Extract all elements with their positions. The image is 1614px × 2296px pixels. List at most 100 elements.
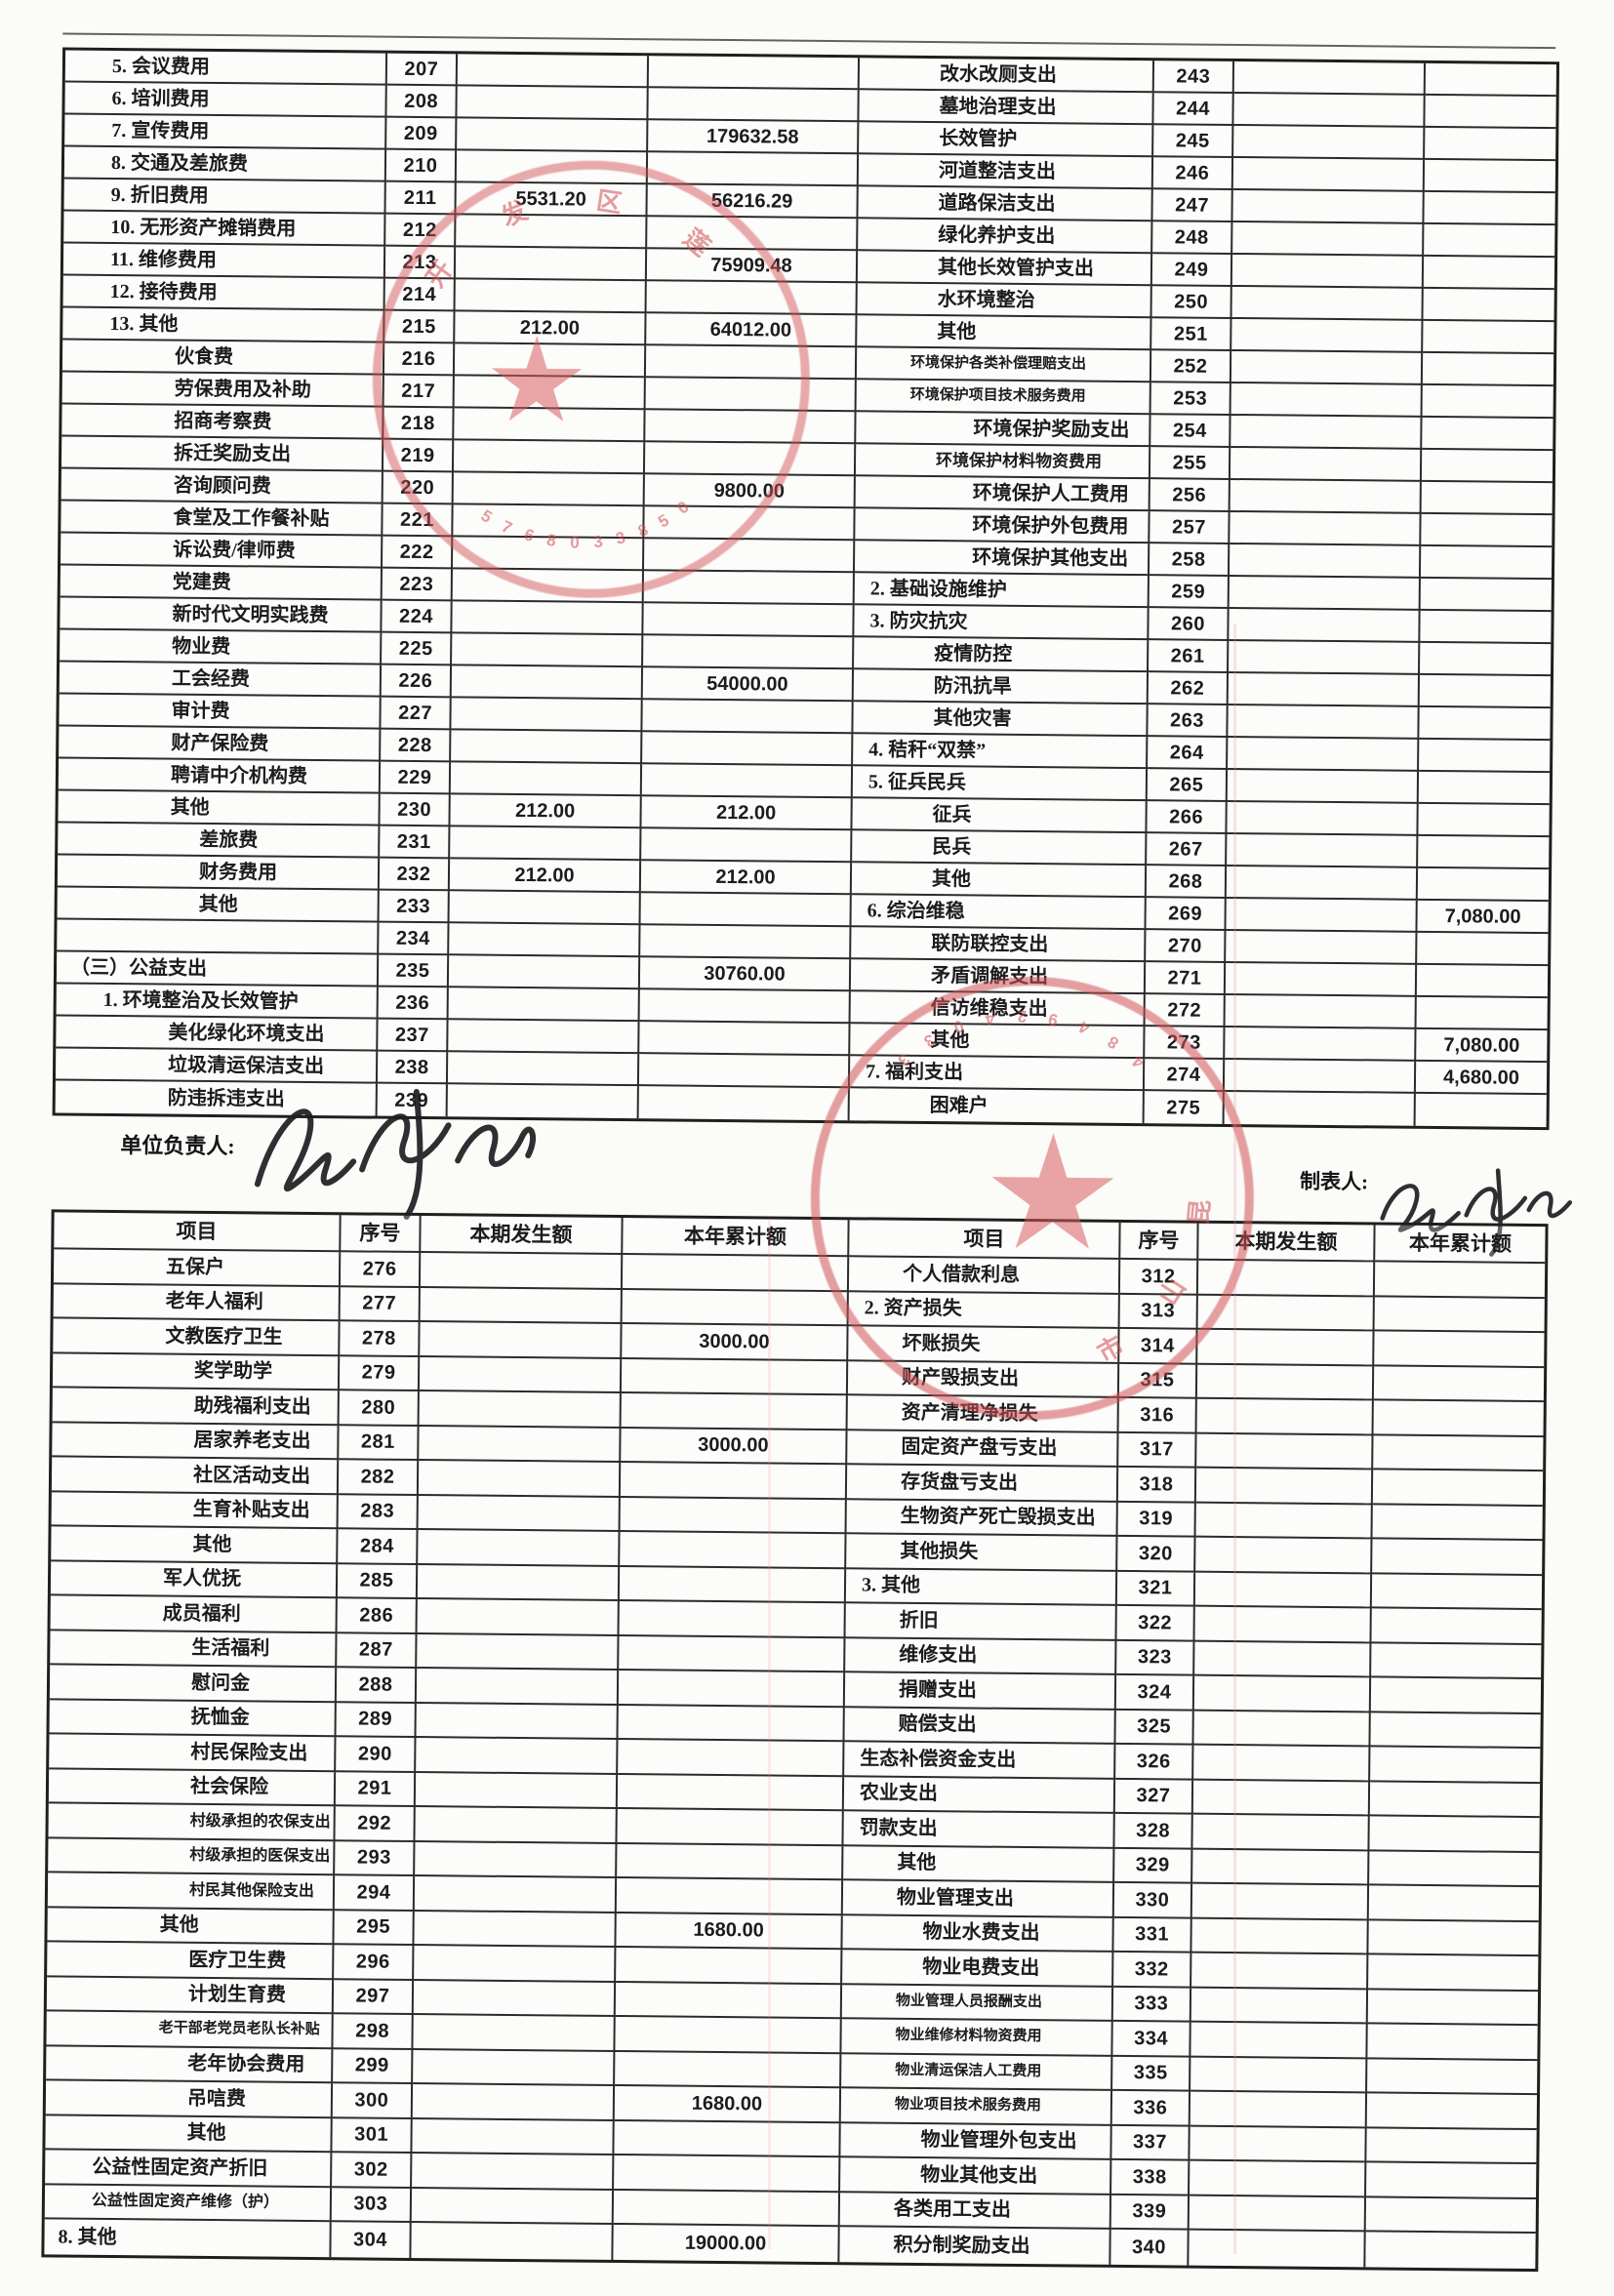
seq-cell: 209 bbox=[386, 117, 458, 151]
expense-table-lower: 项目 序号 本期发生额 本年累计额 项目 序号 本期发生额 本年累计额 五保户 2… bbox=[41, 1209, 1549, 2272]
ytd-amount-cell: 212.00 bbox=[640, 861, 853, 896]
current-amount-cell bbox=[417, 1564, 621, 1602]
seq-cell: 339 bbox=[1110, 2195, 1190, 2231]
seq-cell: 224 bbox=[382, 600, 453, 634]
current-amount-cell bbox=[457, 54, 650, 89]
seq-cell: 281 bbox=[339, 1425, 420, 1462]
current-amount-cell bbox=[1190, 2022, 1368, 2059]
current-amount-cell bbox=[1190, 2160, 1367, 2197]
item-cell: 11. 维修费用 bbox=[62, 243, 386, 279]
current-amount-cell bbox=[417, 1599, 620, 1636]
current-amount-cell bbox=[1228, 705, 1420, 740]
current-amount-cell bbox=[1233, 125, 1426, 160]
item-cell: 拆迁奖励支出 bbox=[61, 436, 384, 472]
ytd-amount-cell: 179632.58 bbox=[648, 120, 860, 155]
ytd-amount-cell bbox=[1416, 996, 1548, 1031]
ytd-amount-cell bbox=[1374, 1262, 1546, 1299]
current-amount-cell bbox=[416, 1669, 620, 1706]
ytd-amount-cell bbox=[1368, 1954, 1539, 1992]
ytd-amount-cell bbox=[619, 1601, 846, 1638]
current-amount-cell bbox=[1230, 511, 1422, 546]
seq-cell: 340 bbox=[1110, 2229, 1190, 2266]
item-cell: 物业管理支出 bbox=[842, 1880, 1115, 1918]
current-amount-cell bbox=[411, 2222, 614, 2260]
current-amount-cell bbox=[457, 118, 649, 153]
item-cell: 招商考察费 bbox=[61, 404, 384, 440]
item-cell: 农业支出 bbox=[843, 1776, 1116, 1814]
seq-cell: 285 bbox=[337, 1563, 419, 1600]
header-ytd-right: 本年累计额 bbox=[1375, 1225, 1546, 1265]
ytd-amount-cell bbox=[617, 1774, 845, 1812]
seq-cell: 225 bbox=[382, 632, 453, 666]
seq-cell: 247 bbox=[1152, 189, 1233, 222]
seq-cell: 297 bbox=[333, 1979, 415, 2016]
current-amount-cell bbox=[450, 826, 642, 862]
ytd-amount-cell bbox=[1418, 835, 1550, 870]
current-amount-cell: 212.00 bbox=[450, 794, 642, 829]
item-cell: 医疗卫生费 bbox=[47, 1942, 335, 1980]
seq-cell: 208 bbox=[386, 85, 458, 119]
seq-cell: 279 bbox=[339, 1355, 421, 1392]
seq-cell: 276 bbox=[340, 1252, 422, 1288]
current-amount-cell bbox=[448, 987, 640, 1023]
current-amount-cell bbox=[1226, 930, 1418, 965]
seq-cell: 236 bbox=[378, 987, 449, 1021]
seq-cell: 321 bbox=[1116, 1571, 1196, 1607]
current-amount-cell bbox=[415, 1841, 618, 1879]
ytd-amount-cell bbox=[615, 1982, 843, 2020]
ytd-amount-cell bbox=[1367, 2058, 1538, 2096]
item-cell: 计划生育费 bbox=[46, 1976, 335, 2015]
current-amount-cell bbox=[1194, 1572, 1373, 1609]
ytd-amount-cell bbox=[1368, 1885, 1540, 1922]
item-cell: 民兵 bbox=[852, 830, 1148, 866]
item-cell: 征兵 bbox=[852, 798, 1148, 834]
item-cell: 水环境整治 bbox=[857, 283, 1152, 319]
item-cell: 生活福利 bbox=[50, 1630, 338, 1669]
item-cell: 物业项目技术服务费用 bbox=[840, 2088, 1113, 2126]
item-cell: 公益性固定资产折旧 bbox=[45, 2150, 333, 2188]
ytd-amount-cell bbox=[616, 1878, 844, 1915]
seq-cell: 331 bbox=[1113, 1917, 1192, 1954]
ytd-amount-cell bbox=[641, 764, 854, 799]
current-amount-cell bbox=[1190, 2126, 1367, 2163]
item-cell: 环境保护材料物资费用 bbox=[855, 444, 1151, 480]
ytd-amount-cell bbox=[1372, 1504, 1543, 1542]
seal-ring-text: 3 bbox=[591, 532, 604, 552]
item-cell: 生态补偿资金支出 bbox=[844, 1742, 1116, 1780]
seq-cell: 237 bbox=[378, 1019, 449, 1053]
item-cell: 1. 环境整治及长效管护 bbox=[56, 984, 379, 1020]
item-cell: 环境保护各类补偿理赔支出 bbox=[856, 347, 1152, 383]
ytd-amount-cell: 54000.00 bbox=[642, 667, 855, 703]
ytd-amount-cell bbox=[1372, 1470, 1544, 1507]
item-cell: 积分制奖励支出 bbox=[839, 2227, 1111, 2265]
ytd-amount-cell bbox=[1423, 320, 1554, 355]
ytd-amount-cell bbox=[619, 1566, 847, 1604]
ytd-amount-cell bbox=[1417, 932, 1549, 967]
current-amount-cell bbox=[1232, 189, 1425, 224]
ytd-amount-cell bbox=[1366, 2127, 1537, 2165]
current-amount-cell bbox=[416, 1738, 619, 1775]
item-cell: 差旅费 bbox=[58, 823, 381, 859]
ytd-amount-cell bbox=[618, 1671, 846, 1708]
current-amount-cell bbox=[411, 2188, 615, 2225]
preparer-signature bbox=[1380, 1168, 1573, 1257]
item-cell: 4. 秸秆“双禁” bbox=[853, 734, 1149, 770]
item-cell: 3. 其他 bbox=[845, 1568, 1118, 1606]
item-cell: 村级承担的医保支出 bbox=[48, 1837, 336, 1876]
seq-cell: 270 bbox=[1146, 930, 1227, 963]
current-amount-cell bbox=[419, 1426, 622, 1464]
item-cell: 环境保护项目技术服务费用 bbox=[856, 380, 1151, 416]
ytd-amount-cell bbox=[639, 1022, 851, 1057]
ytd-amount-cell bbox=[640, 925, 852, 960]
item-cell: 社会保险 bbox=[48, 1768, 337, 1807]
current-amount-cell bbox=[1190, 2057, 1368, 2094]
item-cell: 罚款支出 bbox=[843, 1811, 1115, 1849]
ytd-amount-cell bbox=[1365, 2232, 1535, 2268]
ytd-amount-cell bbox=[1424, 223, 1555, 259]
ytd-amount-cell: 1680.00 bbox=[616, 1913, 843, 1951]
seq-cell: 326 bbox=[1115, 1744, 1194, 1781]
ytd-amount-cell bbox=[1373, 1434, 1544, 1472]
seq-cell: 332 bbox=[1113, 1952, 1192, 1989]
current-amount-cell bbox=[1196, 1433, 1374, 1470]
seq-cell: 291 bbox=[335, 1771, 417, 1808]
